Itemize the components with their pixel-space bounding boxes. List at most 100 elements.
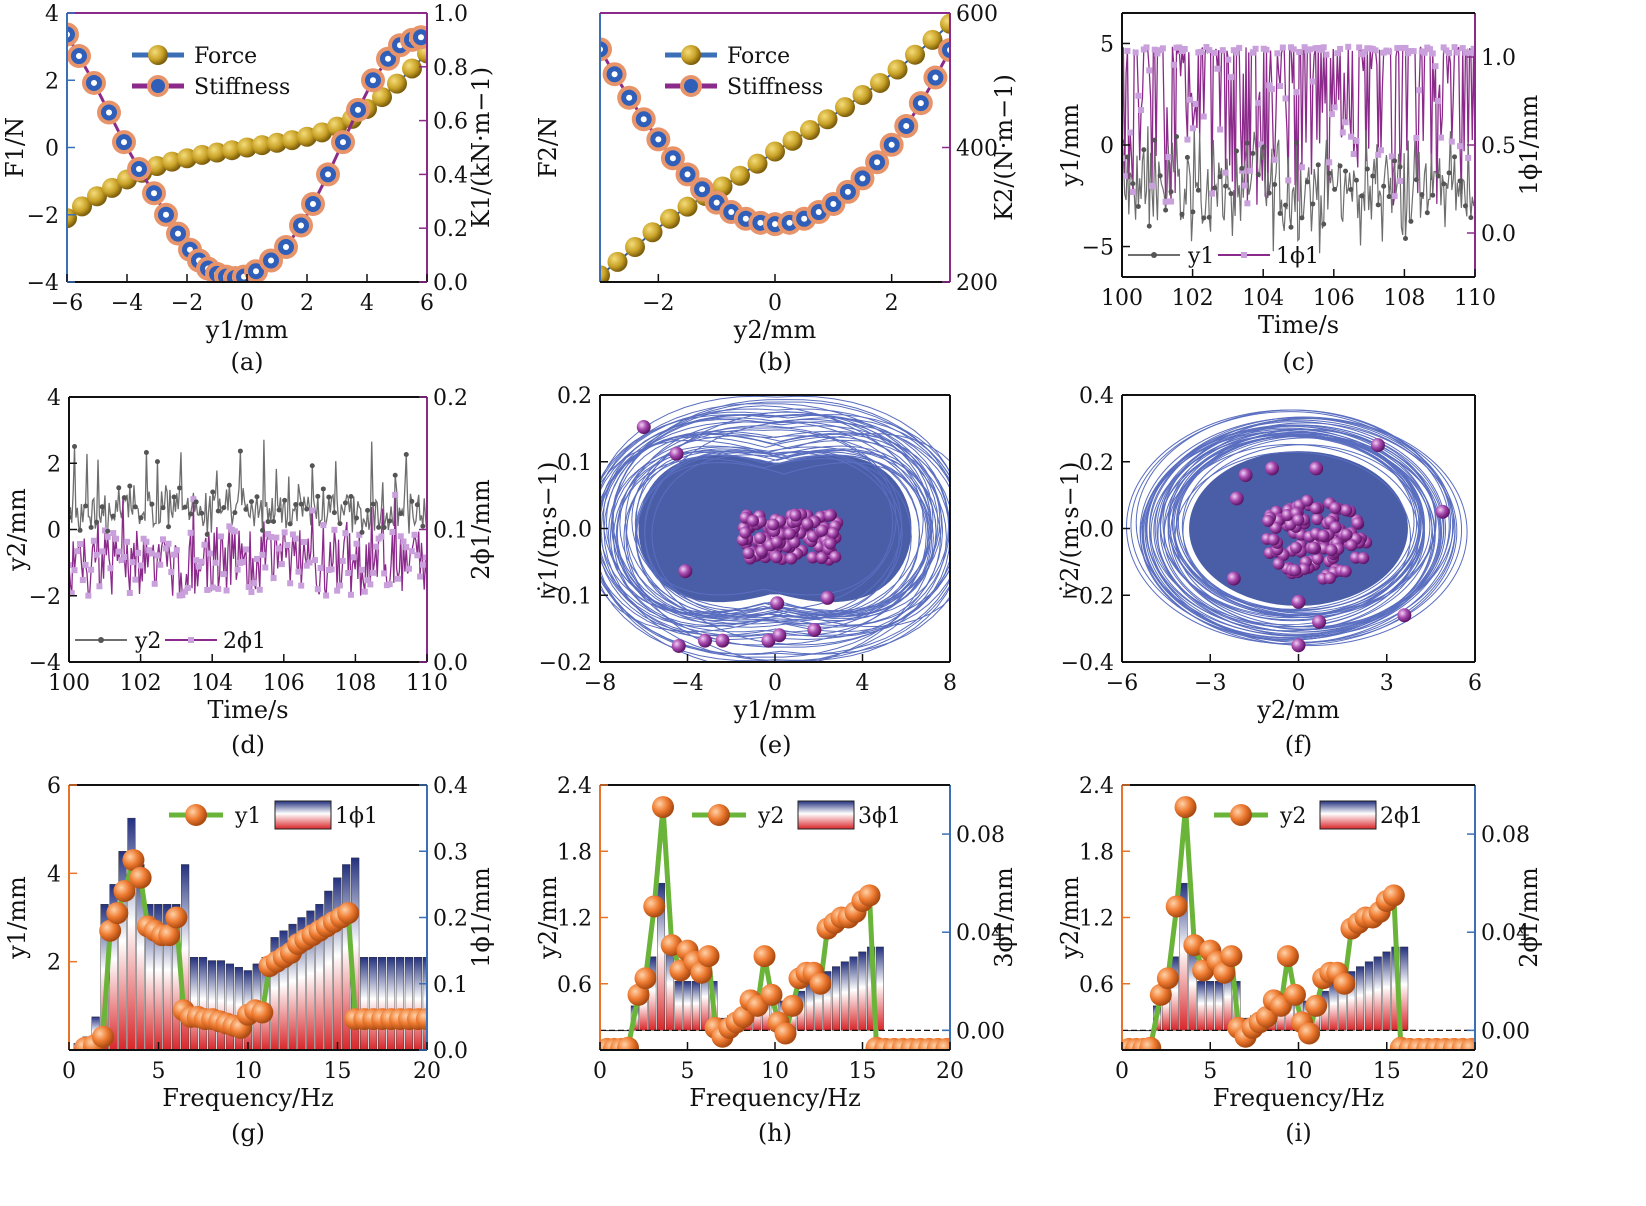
y-marker bbox=[1206, 214, 1212, 220]
phi-marker bbox=[1345, 43, 1352, 50]
phi-marker bbox=[1331, 104, 1338, 111]
force-point bbox=[252, 135, 272, 156]
x-tick-label: −8 bbox=[584, 671, 616, 696]
y-marker bbox=[105, 528, 111, 534]
series-y bbox=[1122, 126, 1475, 254]
phi-marker bbox=[184, 584, 191, 591]
phi-marker bbox=[132, 576, 139, 583]
phi-marker bbox=[406, 565, 413, 572]
poincare-point bbox=[1329, 501, 1342, 514]
y-axis-label: y2/mm bbox=[534, 876, 562, 960]
x-tick-label: 102 bbox=[1172, 286, 1214, 311]
stiffness-point-core bbox=[67, 26, 75, 43]
amplitude-point bbox=[809, 972, 832, 995]
y-tick-label: 1.2 bbox=[1079, 907, 1114, 932]
x-tick-label: 15 bbox=[849, 1059, 877, 1084]
phi-marker bbox=[345, 569, 352, 576]
stiffness-point-center bbox=[684, 171, 691, 178]
phi-marker bbox=[1347, 133, 1354, 140]
phi-marker bbox=[414, 552, 421, 559]
stiffness-point-center bbox=[640, 116, 647, 123]
phi-marker bbox=[1247, 167, 1254, 174]
phi-marker bbox=[262, 564, 269, 571]
poincare-point bbox=[1292, 513, 1305, 526]
phi-marker bbox=[1465, 154, 1472, 161]
phi-marker bbox=[212, 559, 219, 566]
y-marker bbox=[1326, 170, 1332, 176]
stiffness-point-center bbox=[815, 209, 822, 216]
y-marker bbox=[293, 502, 299, 508]
y-marker bbox=[1364, 166, 1370, 172]
y-tick-label: 0 bbox=[45, 137, 59, 162]
x-tick-label: 5 bbox=[152, 1059, 166, 1084]
phi-marker bbox=[1353, 137, 1360, 144]
y-marker bbox=[1381, 183, 1387, 189]
phi-marker bbox=[1451, 44, 1458, 51]
phase-trajectory bbox=[624, 421, 924, 621]
phi-marker bbox=[1268, 86, 1275, 93]
y-marker bbox=[398, 511, 404, 517]
amplitude-point bbox=[92, 1025, 115, 1048]
force-point bbox=[852, 85, 873, 106]
phi-marker bbox=[143, 538, 150, 545]
x-tick-label: 4 bbox=[360, 291, 374, 316]
phi-marker bbox=[1361, 48, 1368, 55]
phi-marker bbox=[1437, 134, 1444, 141]
panel-caption: (c) bbox=[1282, 348, 1314, 376]
spectrum-bar bbox=[1373, 956, 1382, 1031]
force-point bbox=[162, 151, 182, 172]
phi-marker bbox=[187, 529, 194, 536]
phi-marker bbox=[1200, 113, 1207, 120]
y-axis-label: F2/N bbox=[534, 117, 562, 178]
spectrum-bar bbox=[1170, 956, 1179, 1031]
phi-marker bbox=[146, 547, 153, 554]
force-point bbox=[660, 208, 680, 229]
phi-marker bbox=[408, 548, 415, 555]
y-marker bbox=[403, 451, 409, 457]
y-marker bbox=[1419, 192, 1425, 198]
y-marker bbox=[248, 499, 254, 505]
poincare-point bbox=[1291, 638, 1306, 653]
y2-tick-label: 400 bbox=[956, 137, 998, 162]
plot-area bbox=[600, 796, 950, 1050]
phi-marker bbox=[112, 535, 119, 542]
y-marker bbox=[221, 505, 227, 511]
y-marker bbox=[1446, 170, 1452, 176]
phi-marker bbox=[256, 586, 263, 593]
y-tick-label: 2 bbox=[47, 951, 61, 976]
legend-force-marker bbox=[681, 45, 701, 65]
legend-phi-label: 2ϕ1 bbox=[223, 629, 266, 654]
amplitude-point bbox=[1149, 983, 1172, 1006]
amplitude-point bbox=[760, 983, 783, 1006]
phi-marker bbox=[1176, 44, 1183, 51]
legend-y-marker bbox=[98, 637, 104, 643]
phi-marker bbox=[1432, 63, 1439, 70]
phase-trajectory bbox=[600, 413, 950, 662]
y-marker bbox=[132, 504, 138, 510]
phi-marker bbox=[85, 592, 92, 599]
phi-marker bbox=[104, 533, 111, 540]
phi-marker bbox=[1255, 99, 1262, 106]
phi-marker bbox=[1129, 189, 1136, 196]
y2-tick-label: 0.3 bbox=[433, 840, 468, 865]
phi-marker bbox=[1416, 87, 1423, 94]
plot-area bbox=[600, 13, 950, 282]
phi-marker bbox=[1184, 136, 1191, 143]
phi-marker bbox=[281, 529, 288, 536]
y-tick-label: 4 bbox=[47, 862, 61, 887]
x-tick-label: 110 bbox=[1454, 286, 1496, 311]
stiffness-point-core bbox=[942, 41, 950, 58]
phi-marker bbox=[1219, 47, 1226, 54]
y-marker bbox=[210, 489, 216, 495]
force-point bbox=[800, 120, 820, 141]
amplitude-point bbox=[129, 866, 152, 889]
phi-marker bbox=[1375, 151, 1382, 158]
poincare-point bbox=[671, 638, 686, 653]
spectrum-bar bbox=[832, 966, 841, 1031]
phi-marker bbox=[364, 577, 371, 584]
spectrum-bar bbox=[1206, 981, 1215, 1031]
y-marker bbox=[1174, 134, 1180, 140]
y-marker bbox=[1250, 150, 1256, 156]
y-tick-label: −0.2 bbox=[1061, 584, 1114, 609]
phi-marker bbox=[99, 548, 106, 555]
